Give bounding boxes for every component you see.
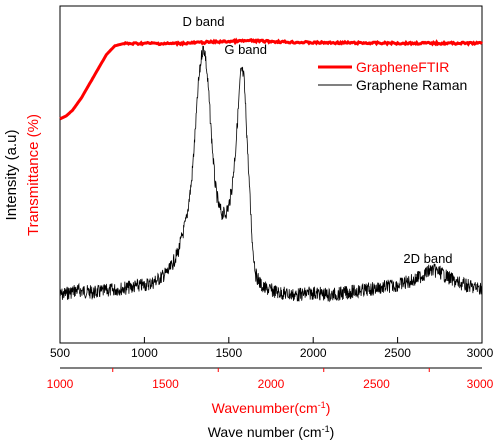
ftir-y-axis-title: Transmittance (%) xyxy=(25,114,42,236)
ftir-series-line xyxy=(59,37,484,121)
ftir-x-ticks: 1000 1500 2000 2500 3000 xyxy=(47,368,494,391)
raman-x-tick-label: 1500 xyxy=(215,346,242,360)
ftir-x-tick-label: 1500 xyxy=(152,377,179,391)
ftir-x-tick-label: 2500 xyxy=(363,377,390,391)
legend-raman-label: Graphene Raman xyxy=(356,77,467,93)
annotation-2d-band: 2D band xyxy=(403,251,452,266)
ftir-x-tick-label: 3000 xyxy=(467,377,494,391)
ftir-x-tick-label: 1000 xyxy=(47,377,74,391)
raman-x-tick-label: 2500 xyxy=(384,346,411,360)
legend: GrapheneFTIR Graphene Raman xyxy=(318,59,467,93)
raman-x-tick-label: 1000 xyxy=(131,346,158,360)
plot-frame xyxy=(59,5,483,344)
legend-ftir-label: GrapheneFTIR xyxy=(356,59,449,75)
raman-x-tick-label: 2000 xyxy=(300,346,327,360)
raman-x-tick-label: 500 xyxy=(50,346,70,360)
ftir-x-tick-label: 2000 xyxy=(258,377,285,391)
raman-x-axis: 500 1000 1500 2000 2500 3000 xyxy=(50,337,494,360)
annotation-g-band: G band xyxy=(224,42,267,57)
ftir-x-axis-title: Wavenumber(cm-1) xyxy=(212,400,331,416)
raman-x-axis-title: Wave number (cm-1) xyxy=(208,424,335,440)
raman-series-line xyxy=(59,45,483,303)
annotation-d-band: D band xyxy=(183,14,225,29)
raman-y-axis-title: Intensity (a.u) xyxy=(3,130,20,221)
raman-x-tick-label: 3000 xyxy=(467,346,494,360)
